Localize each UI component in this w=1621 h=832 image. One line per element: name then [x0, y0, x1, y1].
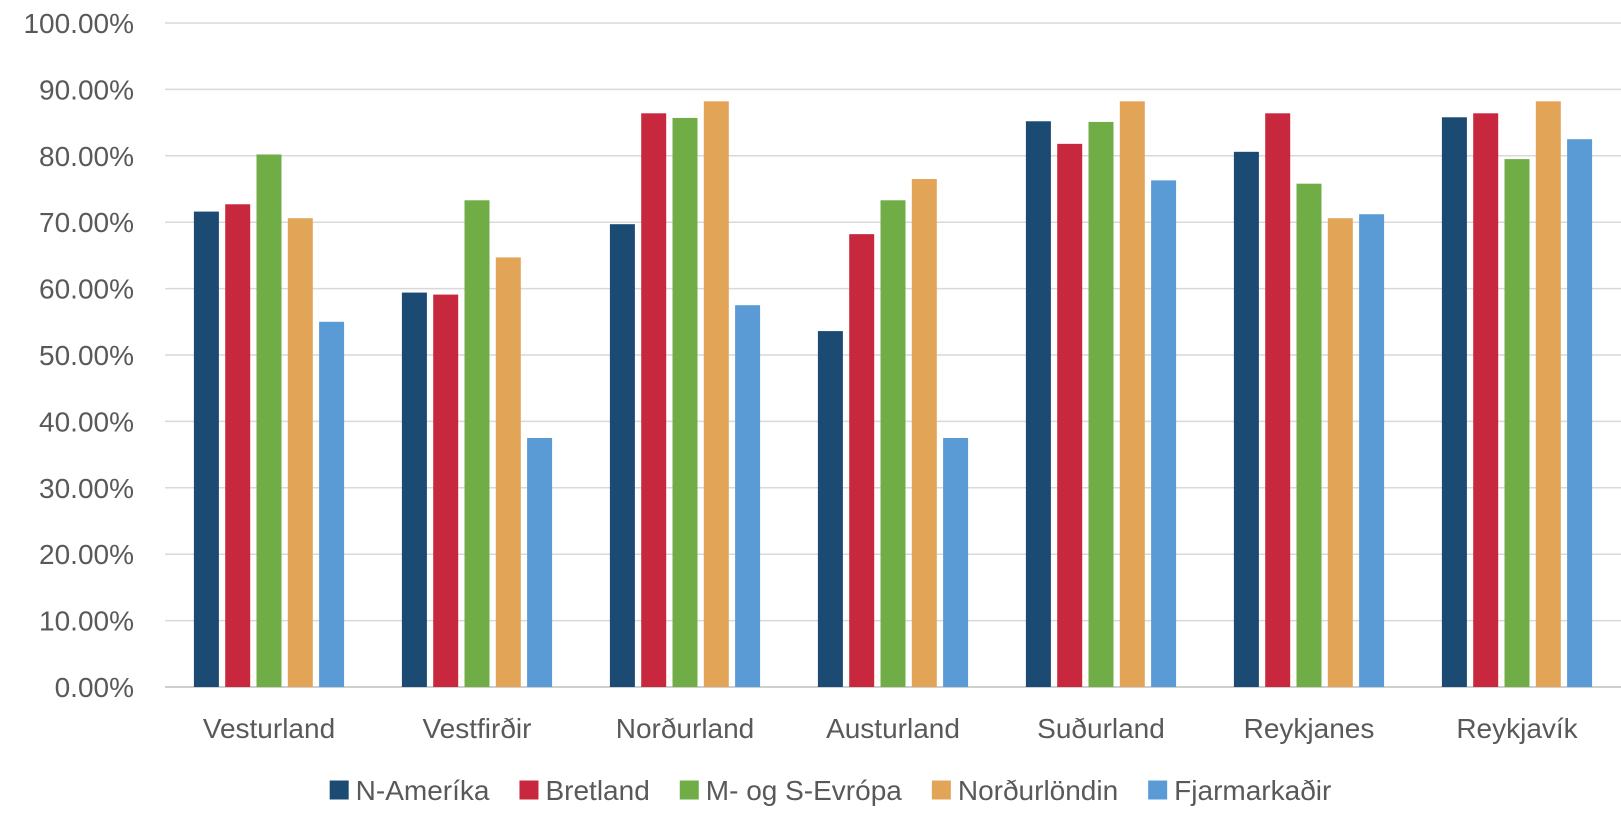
legend-swatch — [1148, 780, 1168, 800]
y-tick-label: 20.00% — [39, 539, 134, 570]
x-category-label: Austurland — [826, 713, 960, 744]
legend-item: Fjarmarkaðir — [1148, 775, 1331, 806]
legend-item: M- og S-Evrópa — [679, 775, 902, 806]
bars — [193, 101, 1593, 688]
bar — [1088, 121, 1114, 688]
y-tick-label: 40.00% — [39, 406, 134, 437]
bar — [672, 117, 698, 687]
y-tick-label: 30.00% — [39, 473, 134, 504]
y-tick-label: 60.00% — [39, 274, 134, 305]
x-category-label: Reykjavík — [1456, 713, 1578, 744]
x-axis-category-labels: Vesturland Vestfirðir Norðurland Austurland… — [203, 713, 1579, 744]
bar — [1535, 101, 1561, 688]
bar — [1296, 183, 1322, 688]
y-axis-tick-labels: 0.00% 10.00% 20.00% 30.00% 40.00% 50.00% 60.00… — [23, 8, 134, 703]
y-tick-label: 50.00% — [39, 340, 134, 371]
bar — [495, 257, 521, 687]
y-tick-label: 0.00% — [55, 672, 134, 703]
legend-label: N-Ameríka — [356, 775, 490, 806]
bar — [817, 331, 843, 687]
y-tick-label: 100.00% — [23, 8, 134, 39]
x-category-label: Suðurland — [1037, 713, 1165, 744]
bar — [527, 438, 553, 687]
bar — [1359, 214, 1385, 687]
legend-item: Bretland — [519, 775, 650, 806]
bar — [703, 101, 729, 688]
bar — [433, 294, 459, 687]
bar — [880, 200, 906, 687]
bar — [1473, 113, 1499, 687]
legend: N-Ameríka Bretland M- og S-Evrópa Norðurlön… — [329, 775, 1331, 806]
bar — [319, 321, 345, 687]
bar — [1327, 218, 1353, 687]
x-category-label: Vesturland — [203, 713, 335, 744]
bar — [1441, 117, 1467, 687]
bar — [1233, 151, 1259, 688]
bar — [287, 218, 313, 687]
bar — [401, 292, 427, 687]
x-category-label: Reykjanes — [1244, 713, 1375, 744]
bar — [256, 154, 282, 688]
x-category-label: Norðurland — [616, 713, 755, 744]
bar — [1057, 143, 1083, 687]
legend-item: N-Ameríka — [329, 775, 490, 806]
x-category-label: Vestfirðir — [423, 713, 532, 744]
bar — [225, 204, 251, 687]
bar — [1265, 113, 1291, 687]
bar — [849, 234, 875, 688]
y-tick-label: 90.00% — [39, 74, 134, 105]
legend-label: Bretland — [545, 775, 649, 806]
bar — [1567, 139, 1593, 687]
y-tick-label: 10.00% — [39, 606, 134, 637]
bar — [1025, 121, 1051, 688]
legend-swatch — [931, 780, 951, 800]
bar — [464, 200, 490, 687]
legend-label: Norðurlöndin — [958, 775, 1118, 806]
y-tick-label: 80.00% — [39, 141, 134, 172]
bar — [193, 211, 219, 688]
bar — [1119, 101, 1145, 688]
bar — [1151, 180, 1177, 688]
legend-label: M- og S-Evrópa — [706, 775, 902, 806]
bar — [943, 438, 969, 687]
legend-label: Fjarmarkaðir — [1174, 775, 1331, 806]
bar — [1504, 159, 1530, 687]
legend-swatch — [519, 780, 539, 800]
bar — [911, 179, 937, 688]
bar — [641, 113, 667, 687]
legend-swatch — [679, 780, 699, 800]
y-tick-label: 70.00% — [39, 207, 134, 238]
legend-swatch — [329, 780, 349, 800]
legend-item: Norðurlöndin — [931, 775, 1118, 806]
bar — [609, 224, 635, 687]
bar — [735, 305, 761, 687]
